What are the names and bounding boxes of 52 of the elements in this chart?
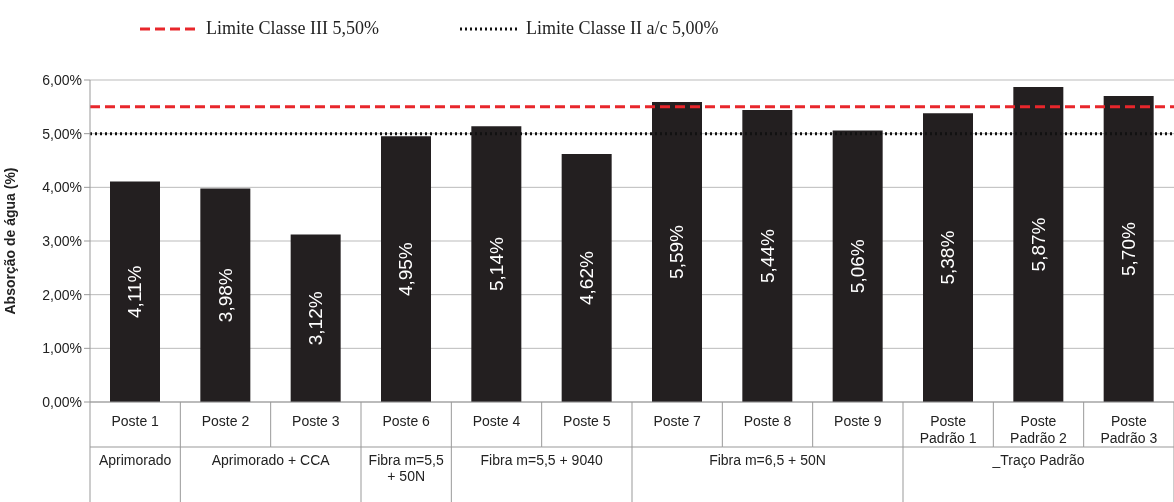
data-label: 5,87% — [1027, 217, 1049, 272]
text: Fibra m=5,5 + 50N — [368, 452, 444, 484]
x-tick-label: Poste 7 — [653, 413, 702, 429]
y-tick-label: 3,00% — [42, 232, 82, 249]
legend-label: Limite Classe III 5,50% — [206, 18, 379, 39]
bar — [200, 188, 251, 402]
y-tick-label: 1,00% — [42, 340, 82, 357]
x-tick-label: Poste 9 — [834, 413, 882, 429]
bar — [742, 110, 793, 402]
data-label: 5,59% — [666, 224, 688, 279]
data-label: 5,38% — [937, 230, 959, 285]
y-tick-label: 4,00% — [42, 179, 82, 196]
bar — [471, 126, 522, 402]
text: _Traço Padrão — [991, 452, 1085, 468]
data-label: 4,11% — [124, 265, 146, 318]
y-axis-title: Absorção de água (%) — [1, 167, 18, 315]
bar — [923, 113, 973, 402]
data-label: 3,12% — [305, 291, 327, 346]
data-label: 5,70% — [1118, 222, 1140, 276]
x-tick-label: Poste 8 — [743, 413, 792, 429]
text: Fibra m=5,5 + 9040 — [480, 452, 603, 468]
text: Fibra m=6,5 + 50N — [709, 452, 826, 468]
x-tick-label: Poste 1 — [111, 413, 160, 429]
y-tick-label: 6,00% — [42, 71, 82, 88]
x-tick-label: Poste 3 — [292, 413, 340, 429]
bar — [110, 181, 160, 402]
data-label: 4,62% — [576, 250, 598, 305]
x-tick-label: Poste Padrão 3 — [1100, 413, 1158, 446]
bar — [652, 102, 702, 402]
x-tick-label: Poste Padrão 1 — [919, 413, 977, 446]
text: Aprimorado + CCA — [211, 452, 331, 468]
x-tick-label: Poste Padrão 2 — [1010, 413, 1068, 446]
data-label: 5,06% — [847, 239, 869, 294]
data-label: 5,14% — [485, 237, 507, 292]
y-tick-label: 5,00% — [42, 125, 82, 142]
bar — [832, 130, 883, 402]
bar — [290, 234, 341, 402]
data-label: 3,98% — [214, 268, 236, 323]
y-tick-label: 2,00% — [42, 286, 82, 303]
bar — [1013, 86, 1064, 402]
legend-label: Limite Classe II a/c 5,00% — [526, 18, 719, 39]
data-label: 5,44% — [756, 228, 778, 283]
x-tick-label: Poste 4 — [472, 413, 521, 429]
x-tick-label: Poste 6 — [382, 413, 431, 429]
x-tick-label: Poste 5 — [563, 413, 611, 429]
y-tick-label: 0,00% — [42, 393, 82, 410]
data-label: 4,95% — [395, 242, 417, 297]
x-tick-label: Poste 2 — [201, 413, 250, 429]
bar — [381, 136, 431, 402]
text: Aprimorado — [98, 452, 172, 468]
bar — [1103, 96, 1154, 402]
bar — [561, 154, 612, 402]
